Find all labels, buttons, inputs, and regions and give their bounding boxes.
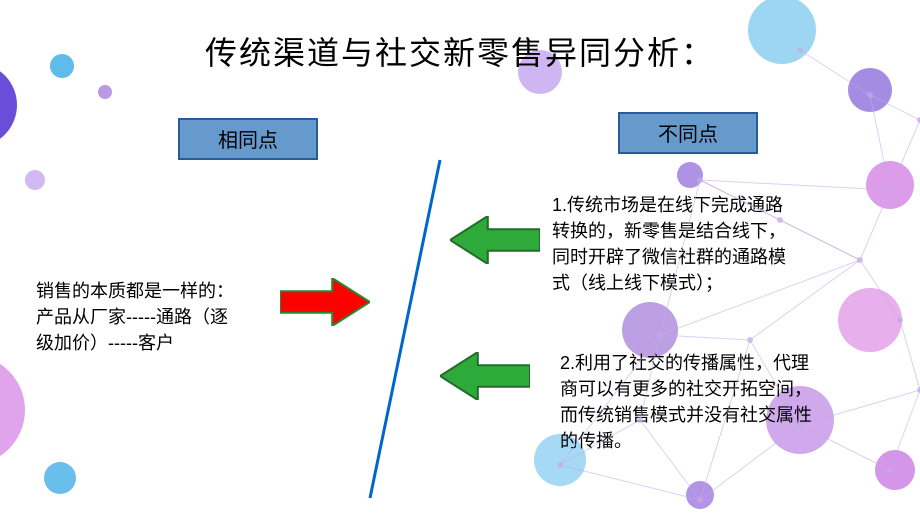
text-similarity: 销售的本质都是一样的：产品从厂家-----通路（逐级加价）-----客户 bbox=[36, 278, 296, 356]
text-difference-1: 1.传统市场是在线下完成通路转换的，新零售是结合线下，同时开辟了微信社群的通路模… bbox=[552, 192, 852, 296]
label-similarities: 相同点 bbox=[178, 118, 318, 160]
label-differences: 不同点 bbox=[618, 112, 758, 154]
arrow-left-green-2 bbox=[440, 352, 530, 400]
label-similarities-text: 相同点 bbox=[218, 130, 278, 152]
arrow-left-green-1 bbox=[450, 216, 540, 264]
label-differences-text: 不同点 bbox=[658, 124, 718, 146]
text-difference-2: 2.利用了社交的传播属性，代理商可以有更多的社交开拓空间，而传统销售模式并没有社… bbox=[560, 350, 872, 454]
page-title: 传统渠道与社交新零售异同分析： bbox=[0, 28, 920, 74]
